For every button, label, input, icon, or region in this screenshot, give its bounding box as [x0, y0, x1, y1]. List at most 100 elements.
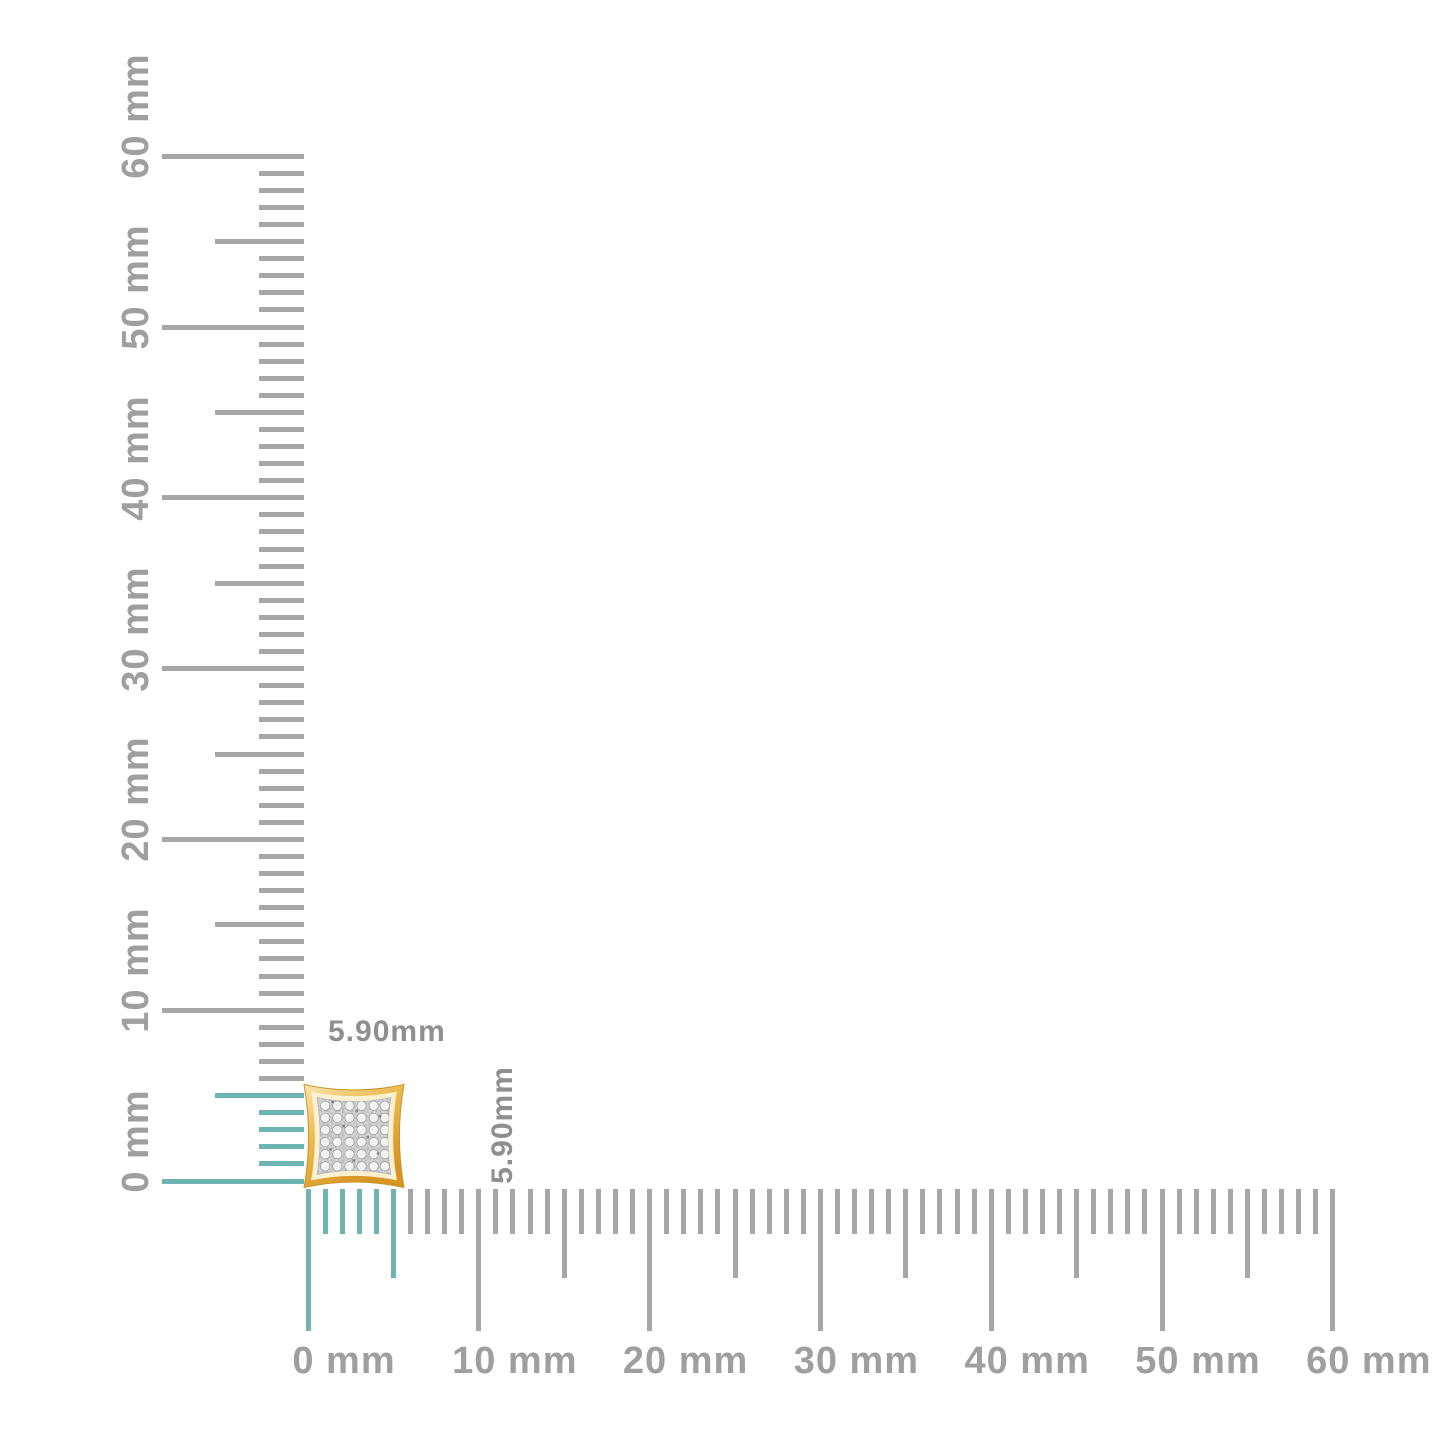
tick	[1125, 1189, 1131, 1234]
highlight-tick	[373, 1189, 379, 1234]
tick	[259, 222, 304, 228]
tick	[259, 802, 304, 808]
tick	[215, 409, 304, 415]
tick	[259, 444, 304, 450]
tick	[544, 1189, 550, 1234]
tick	[259, 273, 304, 279]
tick	[1159, 1189, 1165, 1331]
tick	[259, 785, 304, 791]
tick	[259, 256, 304, 262]
highlight-tick	[259, 1127, 304, 1133]
tick	[1193, 1189, 1199, 1234]
tick	[1142, 1189, 1148, 1234]
tick	[259, 307, 304, 313]
tick	[852, 1189, 858, 1234]
tick	[259, 905, 304, 911]
tick	[1057, 1189, 1063, 1234]
tick	[162, 666, 304, 672]
tick	[1261, 1189, 1267, 1234]
tick	[834, 1189, 840, 1234]
tick	[664, 1189, 670, 1234]
tick	[493, 1189, 499, 1234]
horizontal-ruler-label: 40 mm	[964, 1340, 1090, 1382]
tick	[715, 1189, 721, 1234]
tick	[920, 1189, 926, 1234]
tick	[442, 1189, 448, 1234]
diamond-kite-stud-earring-image	[303, 1083, 405, 1189]
tick	[259, 290, 304, 296]
tick	[259, 631, 304, 637]
vertical-ruler-label: 0 mm	[115, 1089, 157, 1193]
tick	[259, 1058, 304, 1064]
tick	[1279, 1189, 1285, 1234]
tick	[681, 1189, 687, 1234]
horizontal-ruler-label: 60 mm	[1306, 1340, 1432, 1382]
highlight-tick	[259, 1110, 304, 1116]
highlight-tick	[215, 1093, 304, 1099]
horizontal-ruler-label: 0 mm	[292, 1340, 396, 1382]
tick	[259, 1024, 304, 1030]
tick	[988, 1189, 994, 1331]
tick	[259, 939, 304, 945]
tick	[259, 358, 304, 364]
tick	[162, 495, 304, 501]
tick	[1176, 1189, 1182, 1234]
horizontal-ruler-label: 10 mm	[452, 1340, 578, 1382]
tick	[259, 512, 304, 518]
tick	[259, 392, 304, 398]
highlight-tick	[339, 1189, 345, 1234]
tick	[162, 153, 304, 159]
tick	[215, 922, 304, 928]
tick	[259, 426, 304, 432]
vertical-ruler-label: 60 mm	[115, 53, 157, 179]
tick	[886, 1189, 892, 1234]
tick	[630, 1189, 636, 1234]
highlight-tick	[259, 1161, 304, 1167]
tick	[259, 204, 304, 210]
tick	[954, 1189, 960, 1234]
tick	[698, 1189, 704, 1234]
tick	[1244, 1189, 1250, 1278]
tick	[259, 717, 304, 723]
tick	[259, 990, 304, 996]
vertical-ruler-label: 30 mm	[115, 565, 157, 692]
tick	[647, 1189, 653, 1331]
tick	[732, 1189, 738, 1278]
highlight-tick	[322, 1189, 328, 1234]
tick	[1039, 1189, 1045, 1234]
tick	[259, 375, 304, 381]
tick	[1091, 1189, 1097, 1234]
tick	[259, 170, 304, 176]
highlight-tick	[390, 1189, 396, 1278]
tick	[971, 1189, 977, 1234]
tick	[259, 478, 304, 484]
tick	[1296, 1189, 1302, 1234]
tick	[259, 597, 304, 603]
highlight-tick	[162, 1178, 304, 1184]
vertical-ruler-label: 50 mm	[115, 224, 157, 350]
highlight-tick	[259, 1144, 304, 1150]
highlight-tick	[305, 1189, 311, 1331]
tick	[783, 1189, 789, 1234]
tick	[578, 1189, 584, 1234]
tick	[1210, 1189, 1216, 1234]
tick	[259, 853, 304, 859]
tick	[259, 1076, 304, 1082]
tick	[459, 1189, 465, 1234]
tick	[425, 1189, 431, 1234]
tick	[259, 888, 304, 894]
tick	[749, 1189, 755, 1234]
tick	[162, 1007, 304, 1013]
horizontal-ruler-label: 50 mm	[1135, 1340, 1261, 1382]
tick	[215, 580, 304, 586]
tick	[1227, 1189, 1233, 1234]
tick	[259, 734, 304, 740]
tick	[215, 239, 304, 245]
tick	[510, 1189, 516, 1234]
tick	[259, 649, 304, 655]
item-height-label: 5.90mm	[486, 1066, 519, 1184]
horizontal-ruler-label: 20 mm	[622, 1340, 749, 1382]
tick	[407, 1189, 413, 1234]
vertical-ruler-label: 10 mm	[115, 907, 157, 1033]
